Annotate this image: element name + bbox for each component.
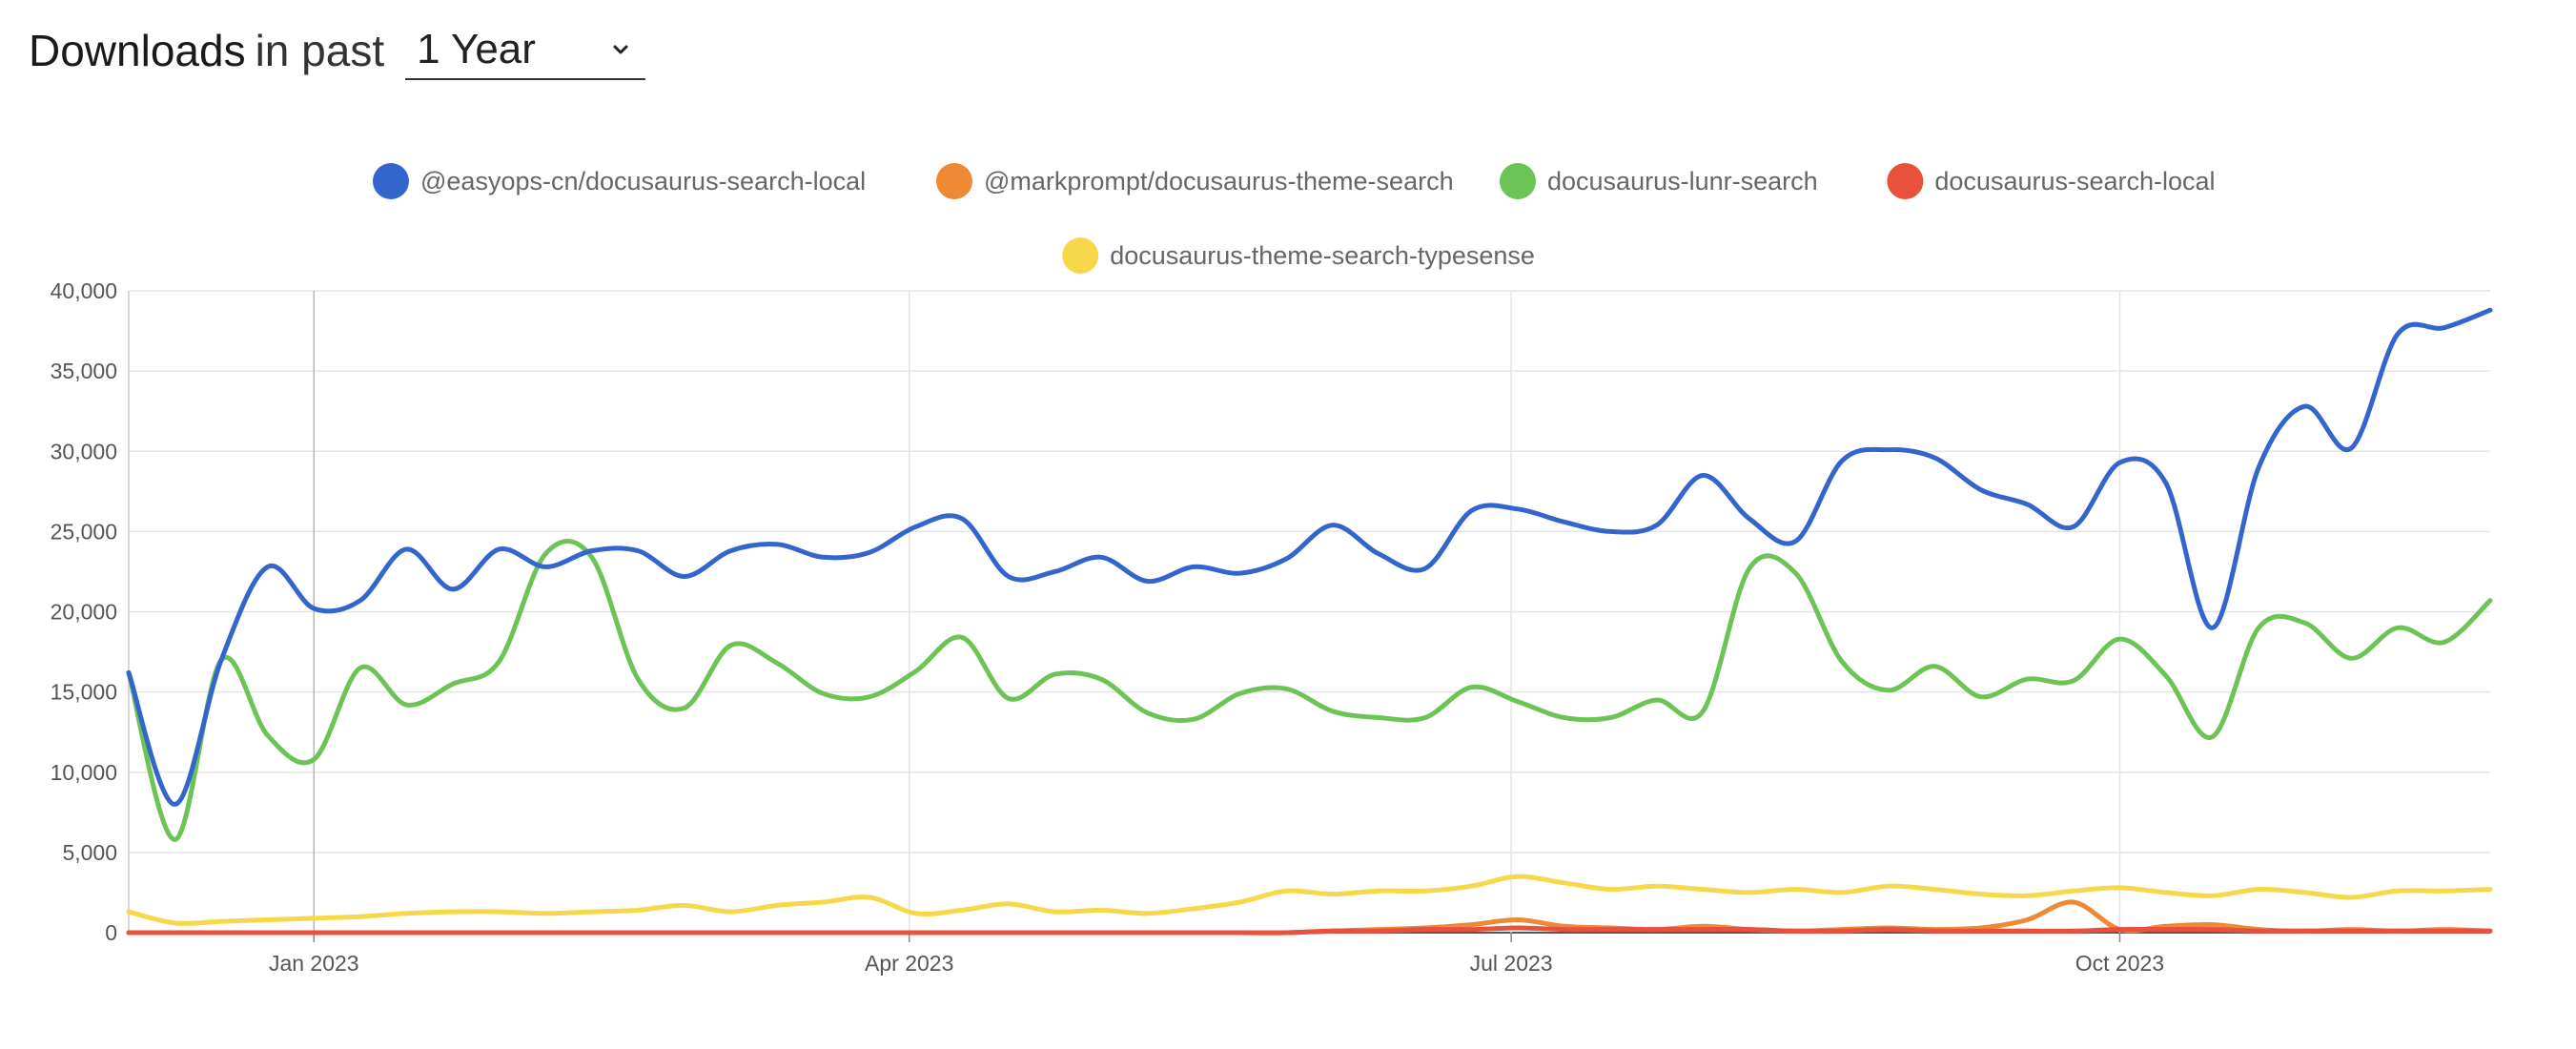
x-tick-label: Apr 2023 bbox=[865, 951, 953, 976]
chart-axes: 0 5,000 10,000 15,000 20,000 25,000 30,000 35,0… bbox=[51, 278, 2164, 976]
legend-item[interactable]: docusaurus-theme-search-typesense bbox=[1062, 237, 1535, 274]
legend-label: docusaurus-theme-search-typesense bbox=[1110, 241, 1535, 270]
legend-item[interactable]: docusaurus-search-local bbox=[1887, 163, 2216, 199]
y-tick-label: 10,000 bbox=[51, 760, 117, 785]
y-tick-label: 20,000 bbox=[51, 600, 117, 625]
legend-swatch bbox=[1500, 163, 1536, 199]
chart-legend: @easyops-cn/docusaurus-search-local @mark… bbox=[373, 163, 2216, 274]
time-range-value: 1 Year bbox=[417, 26, 536, 72]
x-tick-label: Jul 2023 bbox=[1470, 951, 1553, 976]
legend-label: docusaurus-lunr-search bbox=[1547, 167, 1818, 195]
downloads-title: Downloads bbox=[29, 26, 246, 75]
series-line-easyops-cn-docusaurus-search-local bbox=[126, 307, 2493, 807]
legend-item[interactable]: docusaurus-lunr-search bbox=[1500, 163, 1818, 199]
y-tick-label: 5,000 bbox=[62, 840, 117, 865]
time-range-select[interactable]: 1 Year bbox=[405, 21, 646, 80]
y-tick-label: 40,000 bbox=[51, 278, 117, 303]
downloads-header: Downloads in past 1 Year bbox=[29, 17, 646, 84]
y-tick-label: 0 bbox=[105, 920, 117, 945]
series-line-docusaurus-lunr-search bbox=[126, 539, 2493, 842]
chart-series bbox=[126, 307, 2493, 936]
chart-grid bbox=[128, 290, 2490, 942]
downloads-subtitle: in past bbox=[255, 26, 385, 75]
chevron-down-icon bbox=[613, 45, 628, 54]
legend-label: @markprompt/docusaurus-theme-search bbox=[984, 167, 1454, 195]
legend-swatch bbox=[1062, 237, 1099, 274]
legend-label: @easyops-cn/docusaurus-search-local bbox=[420, 167, 866, 195]
y-tick-label: 30,000 bbox=[51, 439, 117, 463]
legend-label: docusaurus-search-local bbox=[1934, 167, 2215, 195]
y-tick-label: 15,000 bbox=[51, 680, 117, 705]
series-line-docusaurus-search-local bbox=[126, 925, 2493, 936]
x-tick-label: Jan 2023 bbox=[269, 951, 359, 976]
legend-swatch bbox=[936, 163, 972, 199]
legend-item[interactable]: @markprompt/docusaurus-theme-search bbox=[936, 163, 1454, 199]
legend-item[interactable]: @easyops-cn/docusaurus-search-local bbox=[373, 163, 866, 199]
legend-swatch bbox=[373, 163, 409, 199]
y-tick-label: 25,000 bbox=[51, 519, 117, 544]
legend-swatch bbox=[1887, 163, 1924, 199]
y-tick-label: 35,000 bbox=[51, 359, 117, 383]
series-line-docusaurus-theme-search-typesense bbox=[126, 874, 2493, 926]
x-tick-label: Oct 2023 bbox=[2075, 951, 2164, 976]
